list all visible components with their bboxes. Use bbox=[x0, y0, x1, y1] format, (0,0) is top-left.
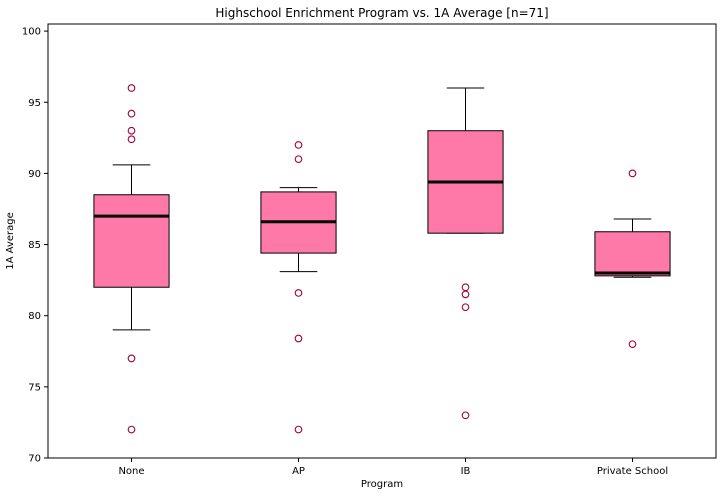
box-group bbox=[427, 87, 504, 420]
outlier-point bbox=[294, 334, 303, 343]
y-axis-label: 1A Average bbox=[5, 212, 16, 269]
y-tick-label: 70 bbox=[28, 454, 41, 465]
outlier-point bbox=[294, 155, 303, 164]
outlier-point bbox=[628, 169, 637, 178]
outlier-point bbox=[127, 135, 136, 144]
outlier-point bbox=[294, 289, 303, 297]
y-tick-label: 80 bbox=[28, 311, 41, 322]
y-axis: 70 75 80 85 90 95 100 bbox=[22, 27, 48, 465]
x-tick-label: None bbox=[118, 466, 144, 477]
outlier-point bbox=[127, 109, 136, 118]
x-tick-label: AP bbox=[292, 466, 305, 477]
x-axis: None AP IB Private School bbox=[118, 458, 668, 477]
box-group bbox=[260, 141, 337, 434]
outlier-point bbox=[461, 290, 470, 299]
plot-area bbox=[93, 84, 671, 434]
outlier-point bbox=[461, 303, 470, 312]
iqr-box bbox=[594, 231, 671, 277]
outlier-point bbox=[628, 340, 637, 349]
y-tick-label: 90 bbox=[28, 169, 41, 180]
y-tick-label: 100 bbox=[22, 27, 41, 38]
outlier-point bbox=[127, 425, 136, 434]
outlier-point bbox=[127, 84, 136, 92]
outlier-point bbox=[127, 126, 136, 135]
y-tick-label: 85 bbox=[28, 240, 41, 251]
outlier-point bbox=[127, 354, 136, 363]
box-group bbox=[93, 84, 170, 434]
plot-frame bbox=[47, 23, 717, 459]
outlier-point bbox=[294, 141, 303, 149]
box-group bbox=[594, 169, 671, 349]
outlier-point bbox=[294, 425, 303, 434]
chart-title: Highschool Enrichment Program vs. 1A Ave… bbox=[215, 6, 548, 20]
iqr-box bbox=[93, 194, 170, 288]
outlier-point bbox=[461, 411, 470, 420]
x-tick-label: Private School bbox=[597, 466, 668, 477]
y-tick-label: 95 bbox=[28, 98, 41, 109]
x-axis-label: Program bbox=[361, 479, 403, 490]
y-tick-label: 75 bbox=[28, 382, 41, 393]
x-tick-label: IB bbox=[461, 466, 471, 477]
